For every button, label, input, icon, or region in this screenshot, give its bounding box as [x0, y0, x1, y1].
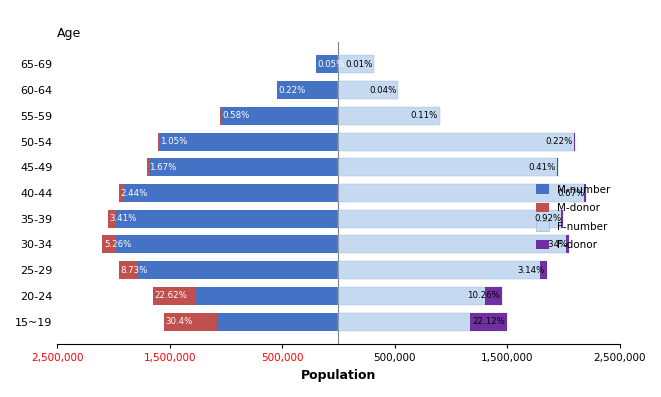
X-axis label: Population: Population [301, 369, 376, 382]
Bar [540, 261, 547, 279]
Bar [338, 158, 558, 176]
Text: 0.67%: 0.67% [557, 189, 584, 197]
Bar [119, 261, 138, 279]
Bar [338, 210, 563, 228]
Text: 0.22%: 0.22% [546, 137, 573, 146]
Text: 3.14%: 3.14% [518, 266, 545, 275]
Bar [584, 184, 586, 202]
Bar [566, 235, 569, 253]
Bar [338, 261, 547, 279]
Text: 0.05%: 0.05% [318, 60, 345, 69]
Bar [338, 133, 575, 150]
Text: 30.4%: 30.4% [166, 317, 193, 326]
Bar [159, 133, 161, 150]
Text: Age: Age [58, 27, 81, 40]
Text: 1.34%: 1.34% [540, 240, 567, 249]
Bar [147, 158, 338, 176]
Bar [338, 55, 375, 73]
Text: 22.62%: 22.62% [155, 291, 188, 301]
Bar [220, 107, 221, 125]
Bar [119, 184, 124, 202]
Bar [316, 55, 338, 73]
Text: 0.92%: 0.92% [535, 214, 562, 223]
Bar [102, 235, 338, 253]
Bar [561, 210, 563, 228]
Bar [338, 81, 398, 99]
Text: 10.26%: 10.26% [467, 291, 500, 301]
Bar [108, 210, 338, 228]
Bar [276, 81, 338, 99]
Bar [164, 313, 338, 331]
Bar [147, 158, 151, 176]
Bar [338, 235, 569, 253]
Bar [119, 261, 338, 279]
Bar [153, 287, 195, 305]
Bar [119, 184, 338, 202]
Bar [108, 210, 116, 228]
Text: 22.12%: 22.12% [473, 317, 506, 326]
Bar [164, 313, 217, 331]
Text: 0.41%: 0.41% [529, 163, 556, 172]
Bar [338, 313, 507, 331]
Text: 5.26%: 5.26% [104, 240, 132, 249]
Bar [338, 287, 502, 305]
Text: 1.05%: 1.05% [160, 137, 188, 146]
Text: 0.11%: 0.11% [410, 111, 438, 120]
Legend: M-number, M-donor, F-number, F-donor: M-number, M-donor, F-number, F-donor [532, 180, 615, 254]
Text: 1.67%: 1.67% [149, 163, 176, 172]
Text: 8.73%: 8.73% [121, 266, 148, 275]
Bar [485, 287, 502, 305]
Text: 3.41%: 3.41% [110, 214, 137, 223]
Bar [153, 287, 338, 305]
Text: 0.58%: 0.58% [222, 111, 249, 120]
Text: 0.22%: 0.22% [278, 86, 305, 94]
Text: 2.44%: 2.44% [121, 189, 148, 197]
Text: 0.04%: 0.04% [369, 86, 397, 94]
Text: 0.01%: 0.01% [346, 60, 373, 69]
Bar [338, 107, 440, 125]
Bar [220, 107, 338, 125]
Bar [557, 158, 558, 176]
Bar [102, 235, 114, 253]
Bar [338, 184, 586, 202]
Bar [159, 133, 338, 150]
Bar [470, 313, 507, 331]
